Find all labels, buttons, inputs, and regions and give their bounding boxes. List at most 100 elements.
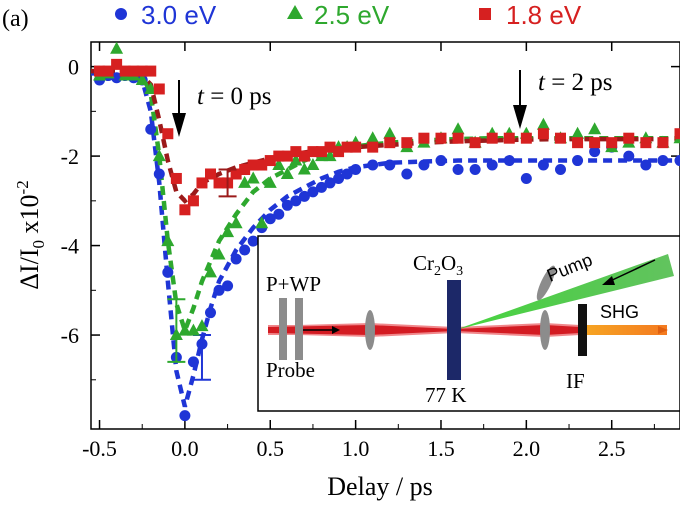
- y-tick-label: -4: [61, 234, 79, 259]
- data-point-1.8-eV: [640, 137, 652, 149]
- interference-filter: [578, 304, 587, 356]
- data-point-1.8-eV: [537, 128, 549, 140]
- data-point-1.8-eV: [486, 132, 498, 144]
- data-point-3.0-eV: [572, 155, 584, 167]
- y-axis-label: ΔI/I0 x10-2: [13, 180, 48, 289]
- data-point-3.0-eV: [290, 195, 302, 207]
- data-point-3.0-eV: [213, 284, 225, 296]
- label-if: IF: [566, 369, 585, 393]
- data-point-2.5-eV: [212, 247, 226, 260]
- data-point-2.5-eV: [221, 225, 235, 238]
- data-point-3.0-eV: [281, 199, 293, 211]
- data-point-1.8-eV: [452, 132, 464, 144]
- data-point-2.5-eV: [383, 126, 397, 139]
- inset-frame: [257, 235, 680, 412]
- data-point-3.0-eV: [298, 190, 310, 202]
- data-point-3.0-eV: [179, 410, 191, 422]
- data-point-1.8-eV: [281, 150, 293, 162]
- legend-label-1.8ev: 1.8 eV: [506, 0, 582, 30]
- data-point-1.8-eV: [401, 137, 413, 149]
- shg-beam: [582, 325, 667, 335]
- data-point-3.0-eV: [333, 172, 345, 184]
- data-point-3.0-eV: [554, 164, 566, 176]
- data-point-3.0-eV: [187, 356, 199, 368]
- data-point-3.0-eV: [384, 159, 396, 171]
- data-point-1.8-eV: [520, 132, 532, 144]
- data-point-2.5-eV: [571, 126, 585, 139]
- data-point-3.0-eV: [657, 155, 669, 167]
- data-point-1.8-eV: [315, 146, 327, 158]
- data-point-2.5-eV: [272, 158, 286, 171]
- error-bar-1.8-eV: [218, 168, 237, 198]
- data-point-3.0-eV: [503, 155, 515, 167]
- data-point-2.5-eV: [229, 216, 243, 229]
- data-point-1.8-eV: [307, 146, 319, 158]
- data-point-1.8-eV: [324, 141, 336, 153]
- data-point-1.8-eV: [298, 150, 310, 162]
- x-tick-label: 1.5: [427, 436, 455, 461]
- legend: 3.0 eV 2.5 eV 1.8 eV: [115, 0, 582, 30]
- data-point-2.5-eV: [152, 149, 166, 162]
- data-point-1.8-eV: [213, 177, 225, 189]
- data-point-2.5-eV: [323, 149, 337, 162]
- collection-lens: [540, 310, 550, 350]
- x-tick-label: 0.5: [257, 436, 285, 461]
- legend-marker-1.8ev: [479, 8, 491, 20]
- data-point-3.0-eV: [205, 307, 217, 319]
- data-point-2.5-eV: [263, 175, 277, 188]
- data-point-1.8-eV: [145, 65, 157, 77]
- data-point-1.8-eV: [205, 168, 217, 180]
- panel-label: (a): [2, 6, 29, 32]
- y-tick-label: -6: [61, 323, 79, 348]
- data-point-3.0-eV: [341, 168, 353, 180]
- data-point-3.0-eV: [247, 235, 259, 247]
- legend-label-3.0ev: 3.0 eV: [141, 0, 217, 30]
- x-tick-label: 1.0: [342, 436, 370, 461]
- data-point-2.5-eV: [366, 131, 380, 144]
- data-point-3.0-eV: [520, 172, 532, 184]
- x-tick-label: 2.5: [598, 436, 626, 461]
- data-point-1.8-eV: [350, 141, 362, 153]
- data-point-1.8-eV: [264, 155, 276, 167]
- data-point-2.5-eV: [110, 42, 124, 54]
- x-tick-label: -0.5: [82, 436, 117, 461]
- annotation-t0: t = 0 ps: [172, 80, 272, 137]
- data-point-1.8-eV: [256, 159, 268, 171]
- x-tick-label: 0.0: [171, 436, 199, 461]
- fit-curve-3.0-eV: [91, 71, 680, 408]
- data-point-1.8-eV: [290, 146, 302, 158]
- legend-label-2.5ev: 2.5 eV: [314, 0, 390, 30]
- data-point-2.5-eV: [246, 171, 260, 184]
- data-point-2.5-eV: [135, 73, 149, 86]
- svg-text:t = 0 ps: t = 0 ps: [197, 83, 272, 110]
- data-point-2.5-eV: [238, 175, 252, 188]
- data-point-2.5-eV: [178, 323, 192, 336]
- data-point-1.8-eV: [273, 150, 285, 162]
- data-point-1.8-eV: [367, 141, 379, 153]
- data-point-3.0-eV: [469, 164, 481, 176]
- annotation-t2: t = 2 ps: [513, 69, 613, 129]
- waveplate: [295, 298, 303, 360]
- data-point-1.8-eV: [589, 137, 601, 149]
- data-point-1.8-eV: [606, 137, 618, 149]
- axis-tick-labels: -0.5 0.0 0.5 1.0 1.5 2.0 2.5 0 -2 -4 -6: [61, 55, 626, 461]
- svg-text:ΔI/I0 x10-2: ΔI/I0 x10-2: [13, 180, 48, 289]
- data-point-3.0-eV: [230, 253, 242, 265]
- data-point-1.8-eV: [102, 65, 114, 77]
- data-point-1.8-eV: [230, 168, 242, 180]
- data-point-3.0-eV: [435, 155, 447, 167]
- data-point-1.8-eV: [435, 132, 447, 144]
- data-point-3.0-eV: [350, 164, 362, 176]
- data-point-1.8-eV: [341, 141, 353, 153]
- label-pwp: P+WP: [266, 272, 321, 296]
- data-point-3.0-eV: [418, 159, 430, 171]
- data-point-1.8-eV: [247, 159, 259, 171]
- data-point-2.5-eV: [297, 162, 311, 175]
- plot-frame: [90, 41, 680, 430]
- data-point-1.8-eV: [119, 65, 131, 77]
- data-point-1.8-eV: [674, 128, 680, 140]
- data-point-3.0-eV: [537, 159, 549, 171]
- y-tick-label: -2: [61, 144, 79, 169]
- axis-ticks: [91, 42, 680, 429]
- crystal-sample: [447, 280, 461, 380]
